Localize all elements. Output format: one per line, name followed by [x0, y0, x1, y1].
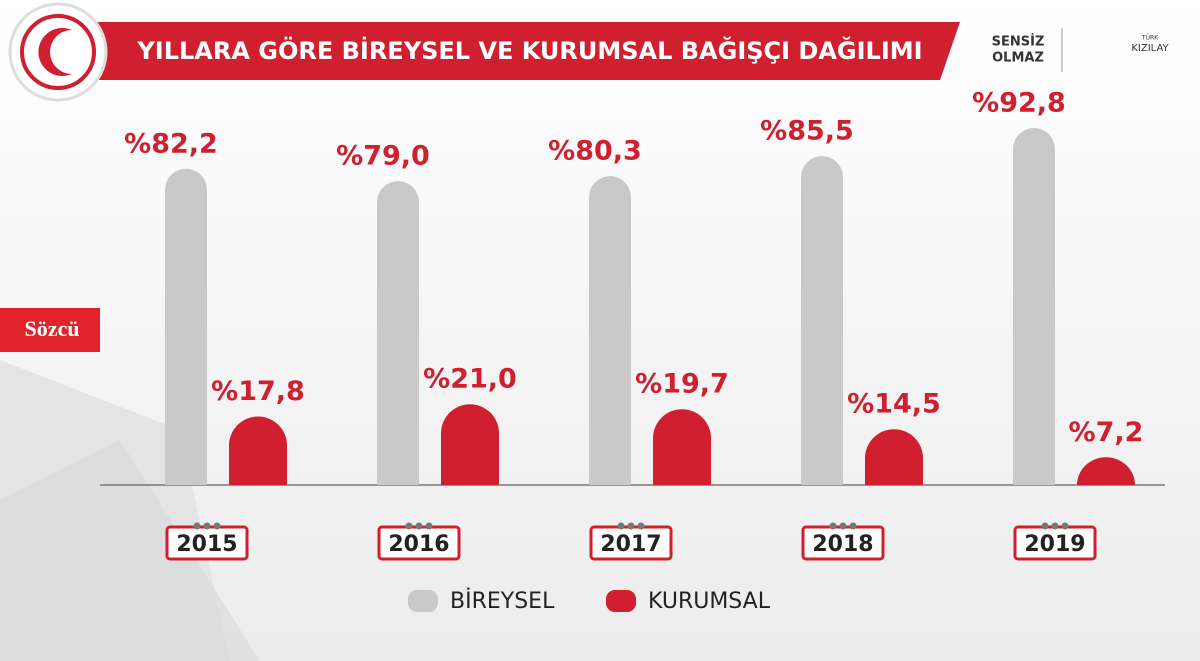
- year-dot: [617, 522, 625, 530]
- legend-swatch: [408, 590, 438, 612]
- bar: [1013, 128, 1055, 485]
- logo-text: Sözcü: [25, 316, 80, 341]
- year-dot: [1061, 522, 1069, 530]
- decor: [0, 440, 260, 661]
- value-label: %19,7: [635, 369, 729, 400]
- x-tick-label: 2018: [812, 532, 873, 557]
- logo-text: SENSİZ: [992, 34, 1045, 50]
- year-dot: [203, 522, 211, 530]
- bar: [589, 176, 631, 485]
- crescent: [38, 28, 72, 77]
- year-dot: [637, 522, 645, 530]
- value-label: %80,3: [548, 136, 642, 167]
- logo-text: OLMAZ: [992, 51, 1044, 66]
- value-label: %17,8: [211, 376, 305, 407]
- bar: [441, 404, 499, 485]
- x-tick-label: 2016: [388, 532, 449, 557]
- x-tick-label: 2015: [176, 532, 237, 557]
- year-dot: [1041, 522, 1049, 530]
- year-dot: [829, 522, 837, 530]
- bar: [377, 181, 419, 485]
- sozcu-logo: [0, 308, 100, 352]
- year-dot: [193, 522, 201, 530]
- x-tick-label: 2019: [1024, 532, 1085, 557]
- bar: [801, 156, 843, 485]
- bar: [653, 409, 711, 485]
- year-dot: [405, 522, 413, 530]
- logo-text: KIZILAY: [1131, 43, 1169, 54]
- value-label: %85,5: [760, 116, 854, 147]
- x-tick-label: 2017: [600, 532, 661, 557]
- value-label: %7,2: [1069, 417, 1144, 448]
- year-dot: [839, 522, 847, 530]
- value-label: %92,8: [972, 88, 1066, 119]
- logo-ring: [20, 14, 96, 90]
- chart-title: YILLARA GÖRE BİREYSEL VE KURUMSAL BAĞIŞÇ…: [136, 35, 922, 65]
- year-dot: [849, 522, 857, 530]
- legend-swatch: [606, 590, 636, 612]
- value-label: %79,0: [336, 141, 430, 172]
- year-dot: [425, 522, 433, 530]
- bar: [1077, 457, 1135, 485]
- title-banner: [40, 22, 960, 80]
- year-dot: [213, 522, 221, 530]
- value-label: %14,5: [847, 389, 941, 420]
- bar: [165, 168, 207, 485]
- logo-text: TÜRK: [1141, 35, 1159, 42]
- bar: [865, 429, 923, 485]
- year-dot: [415, 522, 423, 530]
- legend-label: KURUMSAL: [648, 589, 771, 614]
- year-dot: [1051, 522, 1059, 530]
- value-label: %82,2: [124, 128, 218, 159]
- year-dot: [627, 522, 635, 530]
- bar: [229, 416, 287, 485]
- legend-label: BİREYSEL: [450, 588, 555, 614]
- value-label: %21,0: [423, 364, 517, 395]
